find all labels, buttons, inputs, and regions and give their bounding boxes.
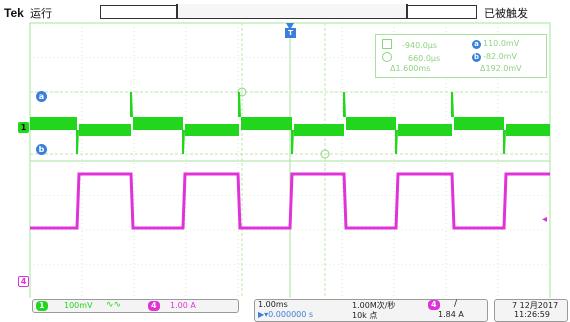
horizontal-position: ▶▾0.000000 s <box>258 310 314 319</box>
trigger-position-label: T <box>285 28 296 38</box>
trigger-slope-icon: / <box>454 299 458 309</box>
cursor-b-dot: b <box>472 53 481 62</box>
ch1-waveform <box>30 91 550 155</box>
cursor-a-time-row: -940.0µs <box>382 39 437 50</box>
cursor-b-marker[interactable]: b <box>36 144 47 155</box>
trigger-source-badge: 4 <box>428 300 440 310</box>
cursor-a-dot: a <box>472 40 481 49</box>
cursor-a-value: 110.0mV <box>483 39 520 48</box>
ch4-ground-marker[interactable]: 4 <box>18 276 29 287</box>
record-view-window[interactable] <box>176 4 408 18</box>
cursor-b-time: 660.0µs <box>408 54 441 63</box>
cursor-lines <box>30 23 550 299</box>
graticule-center-axes <box>30 23 550 299</box>
cursor-delta-time: Δ1.600ms <box>390 64 431 73</box>
cursor-b-handle <box>320 149 330 159</box>
record-overview-bar[interactable] <box>100 4 477 19</box>
cursor-b-time-row: 660.0µs <box>382 52 440 63</box>
bottom-status-bar: 1 100mV ∿∿ 4 1.00 A 1.00ms ▶▾0.000000 s … <box>0 298 570 322</box>
cursor-readout-panel: -940.0µs 660.0µs Δ1.600ms a 110.0mV b -82.… <box>375 34 547 78</box>
top-status-bar: Tek 运行 已被触发 <box>0 0 570 26</box>
date: 7 12月2017 <box>512 301 559 310</box>
cursor-circle-icon <box>382 52 392 62</box>
ch4-trigger-level-marker[interactable]: ◂ <box>542 214 548 225</box>
ch1-ground-marker[interactable]: 1 <box>18 122 29 133</box>
sample-rate: 1.00M次/秒 <box>352 301 396 310</box>
brand-logo: Tek <box>4 6 24 20</box>
time: 11:26:59 <box>514 310 550 319</box>
cursor-a-value-row: a 110.0mV <box>472 39 519 49</box>
ch1-scale: 100mV <box>64 301 93 310</box>
ch1-setting[interactable]: 1 <box>36 301 48 311</box>
cursor-b-value-row: b -82.0mV <box>472 52 517 62</box>
ch1-badge: 1 <box>36 301 48 311</box>
trigger-source[interactable]: 4 <box>428 300 440 310</box>
run-state: 运行 <box>30 7 52 20</box>
cursor-a-marker[interactable]: a <box>36 91 47 102</box>
ch4-setting[interactable]: 4 <box>148 301 160 311</box>
ch4-badge: 4 <box>148 301 160 311</box>
trigger-position-marker <box>286 23 294 30</box>
trigger-level: 1.84 A <box>438 310 464 319</box>
cursor-b-value: -82.0mV <box>483 52 517 61</box>
trigger-status: 已被触发 <box>484 7 528 20</box>
ch4-scale: 1.00 A <box>170 301 196 310</box>
cursor-delta-value: Δ192.0mV <box>480 64 522 73</box>
ch4-waveform <box>30 172 550 230</box>
cursor-a-time: -940.0µs <box>402 41 438 50</box>
channel-settings-pill[interactable] <box>32 299 239 313</box>
record-length: 10k 点 <box>352 311 378 320</box>
time-cursor-icon <box>382 39 392 49</box>
timebase: 1.00ms <box>258 300 288 309</box>
ch1-coupling-icon: ∿∿ <box>106 300 122 310</box>
